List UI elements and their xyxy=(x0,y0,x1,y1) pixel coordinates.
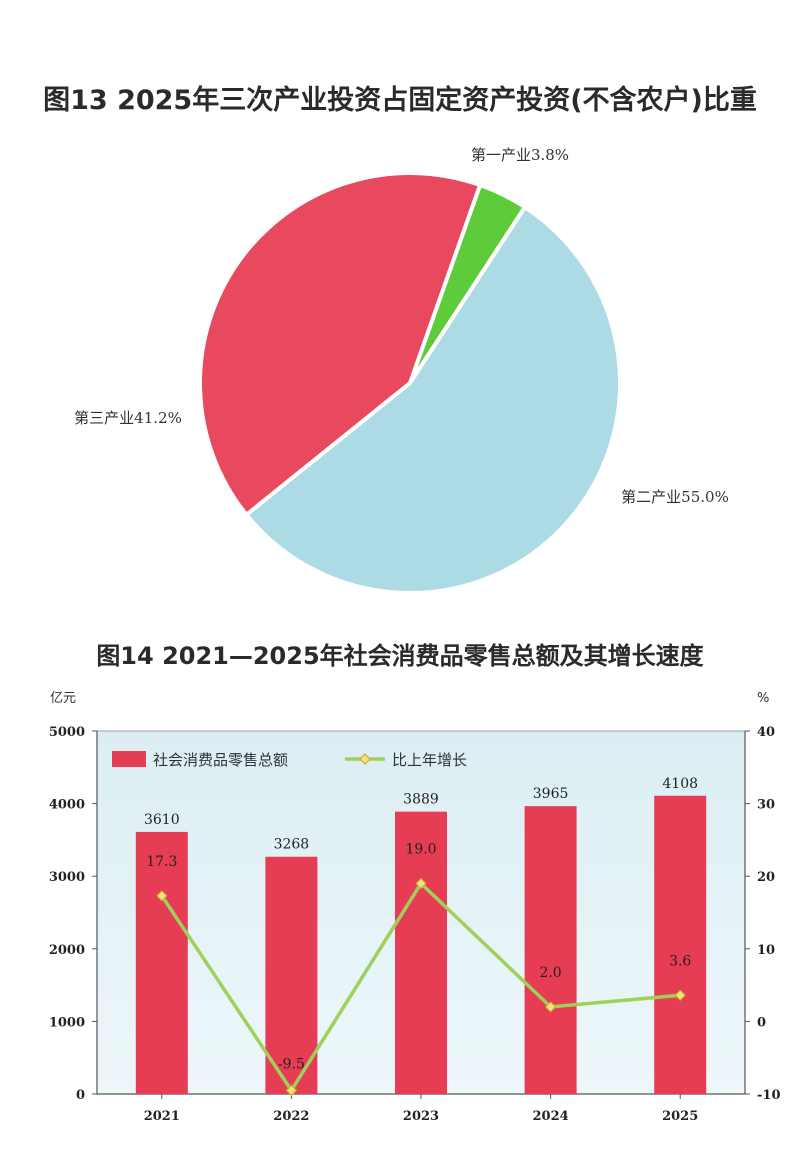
pie-slice-3 xyxy=(198,171,483,517)
pie-slice-2 xyxy=(244,205,622,595)
pie-chart: 第一产业3.8% 第二产业55.0% 第三产业41.2% xyxy=(74,146,729,595)
right-tick-label-1: 0 xyxy=(757,1015,766,1030)
growth-point-2023 xyxy=(415,877,427,890)
growth-value-label-2022: -9.5 xyxy=(278,1056,305,1072)
bar-value-label-2024: 3965 xyxy=(533,786,569,802)
left-unit-label: 亿元 xyxy=(50,691,76,706)
left-tick-label-0: 0 xyxy=(76,1088,85,1103)
bar-2021 xyxy=(135,831,188,1094)
right-unit-label: % xyxy=(757,691,769,706)
bar-value-label-2022: 3268 xyxy=(274,837,310,853)
pie-label-2: 第二产业55.0% xyxy=(621,488,729,506)
left-tick-label-5: 5000 xyxy=(49,725,85,740)
x-tick-label-2022: 2022 xyxy=(273,1109,309,1124)
x-tick-label-2023: 2023 xyxy=(403,1109,439,1124)
bar-2025 xyxy=(654,795,707,1094)
bar-2024 xyxy=(524,806,577,1094)
growth-point-2022 xyxy=(285,1084,298,1097)
x-tick-label-2021: 2021 xyxy=(144,1109,180,1124)
growth-point-2024 xyxy=(544,1001,557,1013)
chart-13-title: 图13 2025年三次产业投资占固定资产投资(不含农户)比重 xyxy=(43,85,757,116)
x-tick-label-2024: 2024 xyxy=(533,1109,569,1124)
chart-14-title: 图14 2021—2025年社会消费品零售总额及其增长速度 xyxy=(96,642,704,670)
left-tick-label-3: 3000 xyxy=(49,870,85,885)
pie-label-3: 第三产业41.2% xyxy=(74,409,182,427)
left-tick-label-2: 2000 xyxy=(49,943,85,958)
legend-line-label: 比上年增长 xyxy=(392,751,467,769)
bar-2022 xyxy=(265,856,318,1094)
combo-chart: 亿元 % 0 1000 2000 3000 4000 5000 -10 0 10 20 30 40 3610… xyxy=(49,691,781,1124)
bar-value-label-2021: 3610 xyxy=(144,812,180,828)
right-tick-label-0: -10 xyxy=(757,1088,781,1103)
left-tick-label-1: 1000 xyxy=(49,1015,85,1030)
legend-bar-label: 社会消费品零售总额 xyxy=(153,751,288,769)
growth-value-label-2025: 3.6 xyxy=(669,953,691,969)
pie-label-1: 第一产业3.8% xyxy=(471,146,569,164)
growth-value-label-2024: 2.0 xyxy=(539,965,561,981)
legend-bar-swatch xyxy=(112,751,146,767)
growth-value-label-2023: 19.0 xyxy=(405,841,436,857)
bar-value-label-2023: 3889 xyxy=(403,792,439,808)
growth-point-2025 xyxy=(674,989,686,1001)
growth-point-2021 xyxy=(156,890,168,902)
growth-value-label-2021: 17.3 xyxy=(146,854,177,870)
bar-2023 xyxy=(395,811,447,1094)
x-tick-label-2025: 2025 xyxy=(662,1109,698,1124)
right-tick-label-4: 30 xyxy=(757,798,775,813)
bar-value-label-2025: 4108 xyxy=(662,776,698,792)
legend-line-marker xyxy=(359,753,371,765)
right-tick-label-3: 20 xyxy=(757,870,775,885)
left-tick-label-4: 4000 xyxy=(49,798,85,813)
right-tick-label-5: 40 xyxy=(757,725,775,740)
right-tick-label-2: 10 xyxy=(757,943,775,958)
